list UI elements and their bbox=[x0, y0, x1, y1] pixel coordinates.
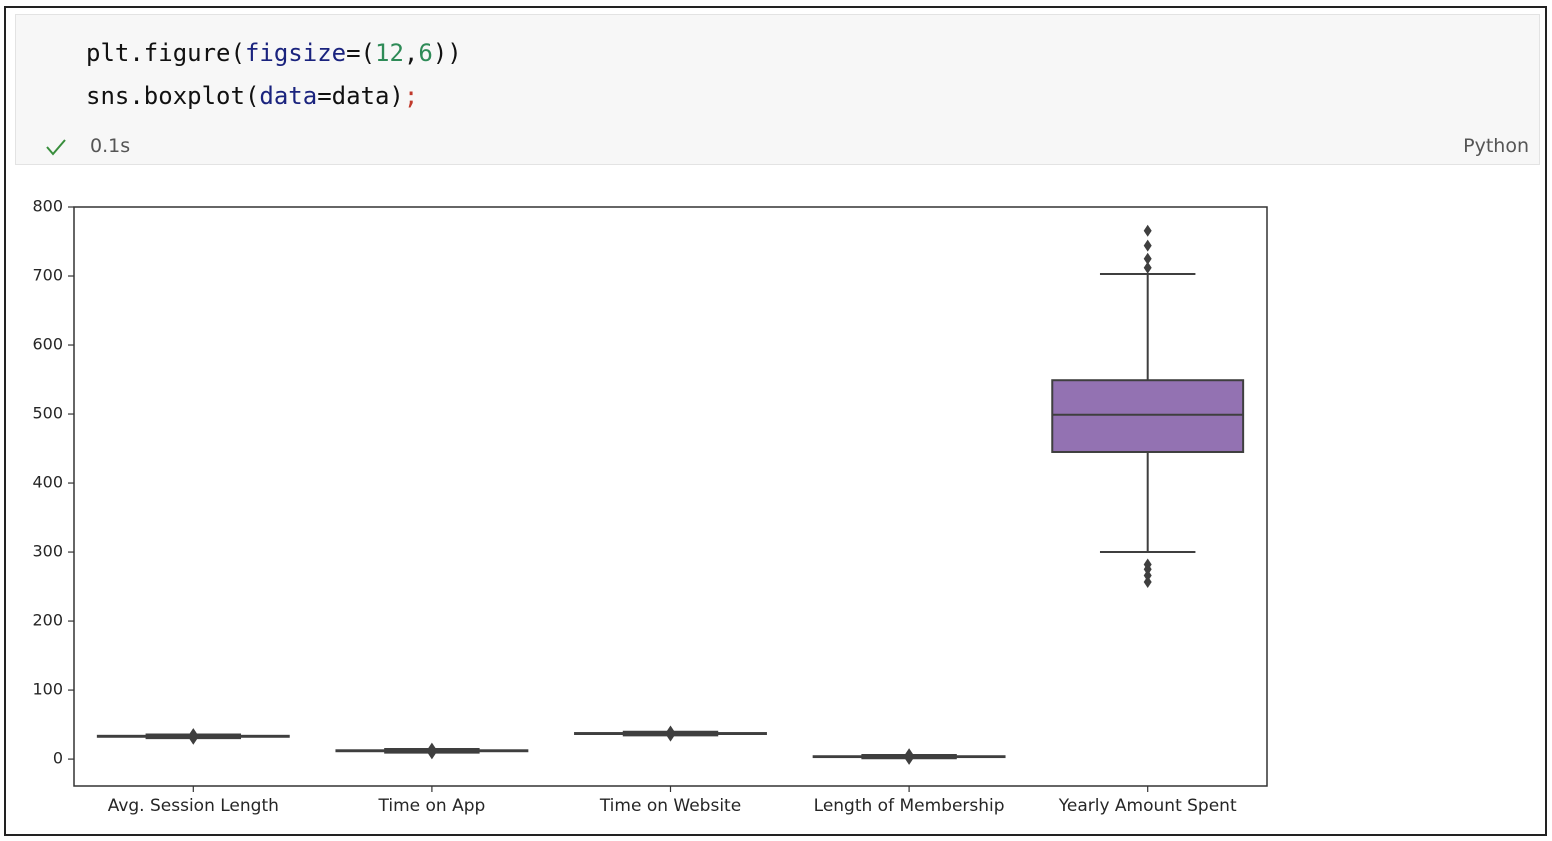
x-tick-label: Yearly Amount Spent bbox=[1058, 796, 1237, 816]
code-token: plt.figure( bbox=[86, 39, 245, 67]
code-token: figsize bbox=[244, 39, 347, 67]
outlier bbox=[427, 742, 436, 755]
code-cell[interactable]: plt.figure(figsize=(12,6)) sns.boxplot(d… bbox=[15, 14, 1540, 165]
code-token: 12 bbox=[375, 39, 404, 67]
y-tick-label: 100 bbox=[32, 680, 63, 699]
language: Python bbox=[1463, 135, 1529, 157]
x-tick-label: Avg. Session Length bbox=[108, 796, 279, 816]
x-tick-label: Time on App bbox=[377, 796, 485, 816]
x-tick-label: Time on Website bbox=[599, 796, 741, 816]
outlier bbox=[1143, 569, 1152, 582]
code-token: data bbox=[259, 82, 318, 110]
code-token: 6 bbox=[418, 39, 433, 67]
code-line: plt.figure(figsize=(12,6)) bbox=[86, 39, 462, 67]
y-tick-label: 200 bbox=[32, 611, 63, 630]
code-token: , bbox=[403, 39, 419, 67]
box bbox=[1051, 379, 1245, 453]
code-token: ; bbox=[403, 82, 419, 110]
code-line: sns.boxplot(data=data); bbox=[86, 82, 418, 110]
x-tick-label: Length of Membership bbox=[814, 796, 1005, 816]
code-token: =( bbox=[346, 39, 376, 67]
code-token: )) bbox=[432, 39, 462, 67]
outlier bbox=[1143, 239, 1152, 252]
code-token: =data) bbox=[317, 82, 404, 110]
y-tick-label: 500 bbox=[32, 404, 63, 423]
outlier bbox=[1143, 558, 1152, 571]
y-tick-label: 400 bbox=[32, 473, 63, 492]
outlier bbox=[905, 748, 914, 761]
y-tick-label: 300 bbox=[32, 542, 63, 561]
outlier bbox=[1143, 261, 1152, 274]
y-tick-label: 700 bbox=[32, 266, 63, 285]
outlier bbox=[189, 728, 198, 741]
duration: 0.1s bbox=[90, 135, 131, 157]
y-tick-label: 0 bbox=[53, 749, 63, 768]
code-token: sns.boxplot( bbox=[86, 82, 260, 110]
y-tick-label: 600 bbox=[32, 335, 63, 354]
success-icon bbox=[46, 139, 66, 156]
plot-frame bbox=[73, 206, 1268, 787]
outlier bbox=[1143, 575, 1152, 588]
outlier bbox=[1143, 224, 1152, 237]
outlier bbox=[666, 725, 675, 738]
outlier bbox=[1143, 252, 1152, 265]
frame bbox=[4, 6, 1547, 836]
y-tick-label: 800 bbox=[32, 197, 63, 216]
